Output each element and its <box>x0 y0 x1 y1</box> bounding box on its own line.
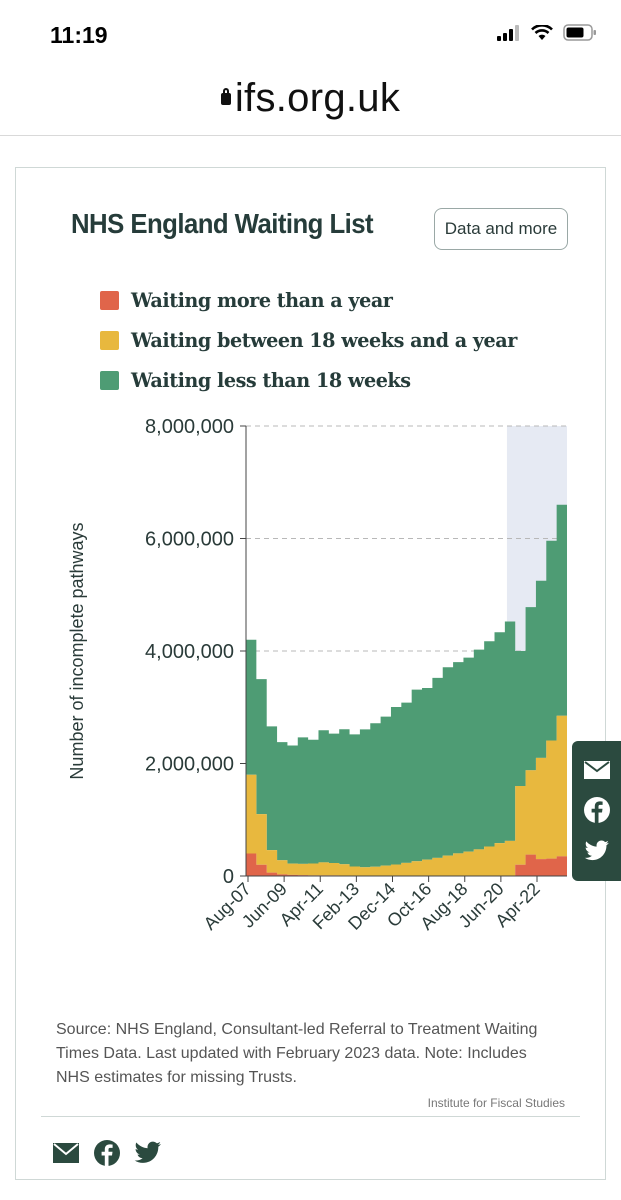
chart-card: NHS England Waiting List Data and more W… <box>15 167 606 1180</box>
y-tick-label: 6,000,000 <box>145 529 234 551</box>
y-tick-label: 4,000,000 <box>145 641 234 663</box>
series-area-under-18-weeks <box>246 471 567 868</box>
source-note: Source: NHS England, Consultant-led Refe… <box>56 1021 538 1086</box>
legend-swatch-between <box>100 330 119 350</box>
y-tick-label: 2,000,000 <box>145 754 234 776</box>
status-icons <box>497 24 597 41</box>
ifs-credit: Institute for Fiscal Studies <box>427 1096 565 1110</box>
url-display[interactable]: ifs.org.uk <box>0 76 621 121</box>
status-bar: 11:19 <box>0 0 621 70</box>
facebook-icon[interactable] <box>94 1140 120 1166</box>
series-area-over-year <box>246 853 567 876</box>
legend-label: Waiting less than 18 weeks <box>131 368 411 392</box>
facebook-icon[interactable] <box>583 796 610 823</box>
wifi-icon <box>531 24 553 40</box>
waiting-list-chart: 0 2,000,000 4,000,000 6,000,000 8,000,000 Num… <box>67 416 567 934</box>
legend-label: Waiting between 18 weeks and a year <box>131 328 517 352</box>
legend-item: Waiting less than 18 weeks <box>100 360 533 400</box>
divider <box>41 1116 580 1117</box>
y-tick-label: 8,000,000 <box>145 416 234 438</box>
legend-item: Waiting more than a year <box>100 280 533 320</box>
url-text: ifs.org.uk <box>234 76 401 120</box>
lock-icon <box>220 88 231 105</box>
chart-legend: Waiting more than a year Waiting between… <box>100 280 533 400</box>
address-bar[interactable]: ifs.org.uk <box>0 70 621 136</box>
legend-item: Waiting between 18 weeks and a year <box>100 320 533 360</box>
data-and-more-button[interactable]: Data and more <box>434 208 568 250</box>
card-share-bar <box>52 1140 162 1166</box>
y-tick-label: 0 <box>223 866 234 888</box>
status-time: 11:19 <box>50 22 108 48</box>
legend-label: Waiting more than a year <box>131 288 393 312</box>
twitter-icon[interactable] <box>584 840 610 862</box>
battery-icon <box>563 24 596 41</box>
mail-icon[interactable] <box>52 1142 80 1164</box>
y-axis-title: Number of incomplete pathways <box>67 522 87 779</box>
twitter-icon[interactable] <box>134 1141 162 1165</box>
legend-swatch-under-18 <box>100 370 119 390</box>
legend-swatch-over-year <box>100 290 119 310</box>
signal-icon <box>497 24 519 41</box>
chart-title: NHS England Waiting List <box>71 208 374 239</box>
mail-icon[interactable] <box>583 760 611 780</box>
floating-share-bar <box>572 741 621 881</box>
